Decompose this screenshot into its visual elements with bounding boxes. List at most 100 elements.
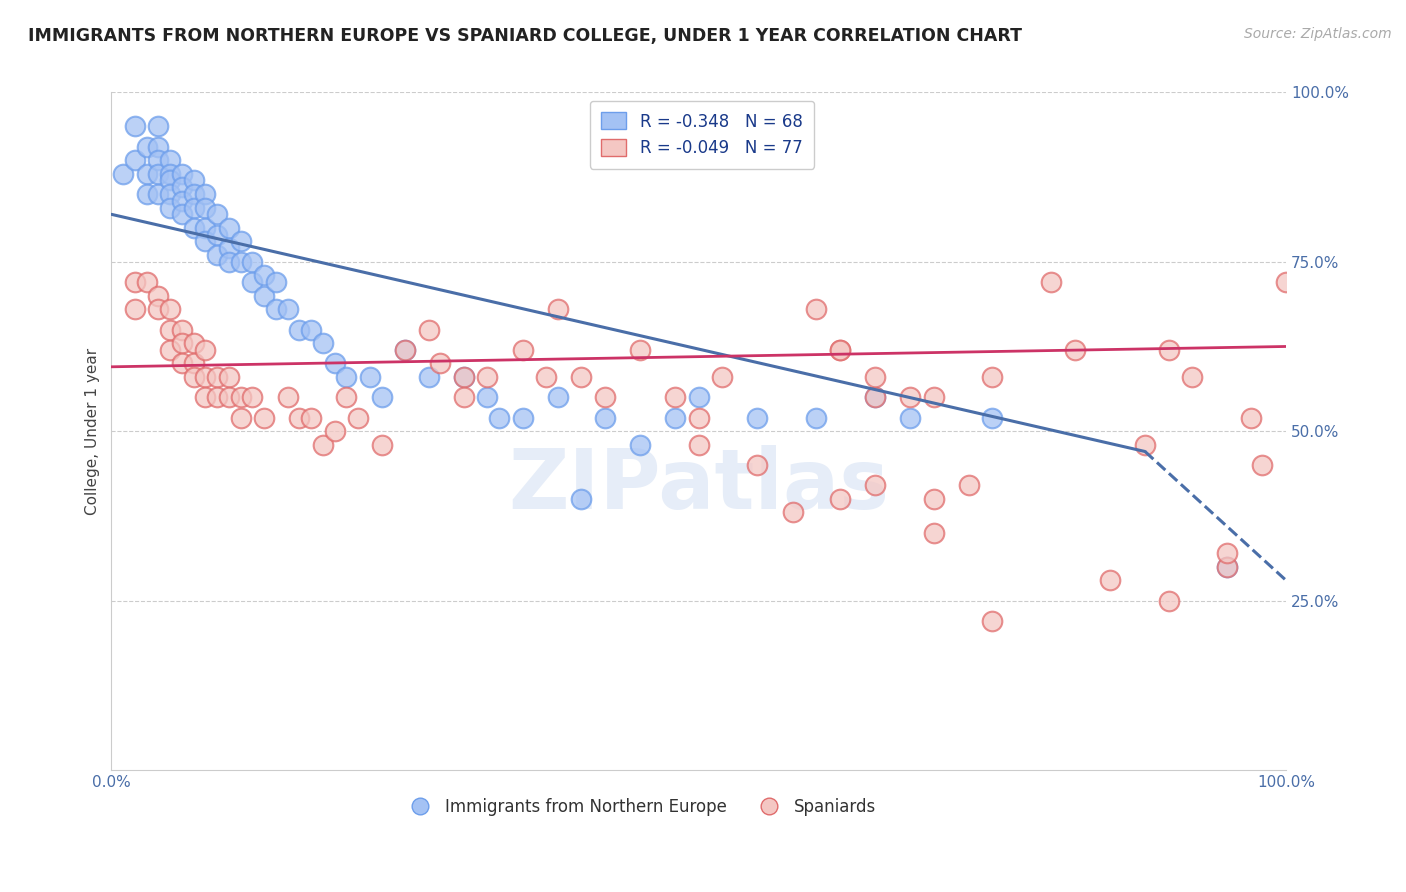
Point: [205, 207, 228, 221]
Point: [863, 390, 886, 404]
Point: [135, 275, 157, 289]
Point: [218, 220, 240, 235]
Point: [593, 410, 616, 425]
Point: [828, 491, 851, 506]
Point: [159, 322, 181, 336]
Point: [1040, 275, 1063, 289]
Point: [922, 491, 945, 506]
Point: [863, 478, 886, 492]
Point: [183, 336, 205, 351]
Point: [253, 288, 276, 302]
Point: [170, 322, 193, 336]
Point: [312, 438, 335, 452]
Point: [159, 302, 181, 317]
Point: [370, 438, 392, 452]
Point: [1098, 574, 1121, 588]
Point: [229, 235, 252, 249]
Point: [1133, 438, 1156, 452]
Point: [688, 438, 710, 452]
Point: [804, 302, 827, 317]
Point: [782, 506, 804, 520]
Point: [593, 390, 616, 404]
Point: [240, 390, 263, 404]
Point: [898, 390, 921, 404]
Point: [664, 390, 686, 404]
Point: [205, 390, 228, 404]
Legend: Immigrants from Northern Europe, Spaniards: Immigrants from Northern Europe, Spaniar…: [396, 791, 883, 822]
Point: [312, 336, 335, 351]
Point: [359, 370, 381, 384]
Point: [183, 186, 205, 201]
Point: [1251, 458, 1274, 472]
Point: [512, 410, 534, 425]
Point: [277, 302, 299, 317]
Point: [828, 343, 851, 357]
Point: [418, 370, 440, 384]
Point: [148, 139, 170, 153]
Point: [183, 220, 205, 235]
Point: [205, 370, 228, 384]
Point: [148, 167, 170, 181]
Point: [1181, 370, 1204, 384]
Point: [370, 390, 392, 404]
Point: [1216, 546, 1239, 560]
Point: [218, 370, 240, 384]
Point: [170, 167, 193, 181]
Point: [512, 343, 534, 357]
Point: [569, 370, 592, 384]
Point: [323, 424, 346, 438]
Point: [277, 390, 299, 404]
Point: [135, 186, 157, 201]
Point: [194, 370, 217, 384]
Point: [547, 302, 569, 317]
Text: IMMIGRANTS FROM NORTHERN EUROPE VS SPANIARD COLLEGE, UNDER 1 YEAR CORRELATION CH: IMMIGRANTS FROM NORTHERN EUROPE VS SPANI…: [28, 27, 1022, 45]
Point: [711, 370, 734, 384]
Point: [183, 356, 205, 370]
Point: [628, 343, 651, 357]
Point: [159, 201, 181, 215]
Point: [299, 322, 322, 336]
Point: [828, 343, 851, 357]
Point: [194, 390, 217, 404]
Point: [981, 614, 1004, 628]
Point: [804, 410, 827, 425]
Point: [240, 275, 263, 289]
Point: [218, 254, 240, 268]
Point: [1157, 343, 1180, 357]
Point: [264, 302, 287, 317]
Point: [183, 201, 205, 215]
Point: [194, 220, 217, 235]
Point: [194, 235, 217, 249]
Point: [124, 302, 146, 317]
Point: [170, 180, 193, 194]
Point: [547, 390, 569, 404]
Point: [135, 167, 157, 181]
Point: [124, 153, 146, 168]
Point: [170, 194, 193, 208]
Point: [112, 167, 135, 181]
Point: [229, 390, 252, 404]
Point: [1216, 559, 1239, 574]
Point: [205, 248, 228, 262]
Point: [159, 167, 181, 181]
Point: [477, 370, 499, 384]
Point: [453, 370, 475, 384]
Point: [323, 356, 346, 370]
Point: [183, 370, 205, 384]
Point: [135, 139, 157, 153]
Point: [747, 410, 769, 425]
Point: [664, 410, 686, 425]
Y-axis label: College, Under 1 year: College, Under 1 year: [86, 348, 100, 515]
Point: [124, 120, 146, 134]
Point: [335, 370, 357, 384]
Point: [124, 275, 146, 289]
Point: [288, 322, 311, 336]
Point: [922, 390, 945, 404]
Point: [922, 525, 945, 540]
Point: [170, 207, 193, 221]
Point: [148, 120, 170, 134]
Point: [394, 343, 416, 357]
Point: [148, 153, 170, 168]
Point: [183, 173, 205, 187]
Point: [429, 356, 451, 370]
